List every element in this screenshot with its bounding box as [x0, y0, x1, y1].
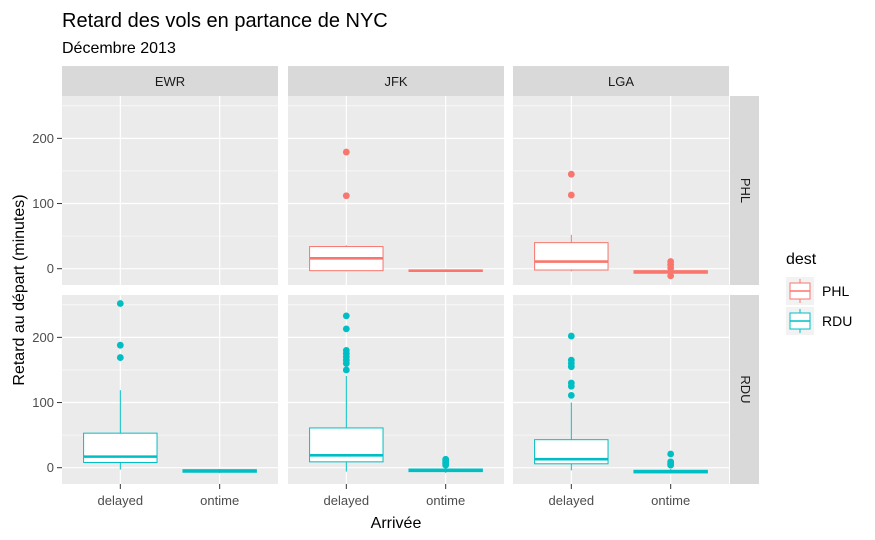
y-tick-label: 0	[47, 261, 54, 276]
legend-item: PHL	[786, 277, 849, 305]
x-tick-label: ontime	[426, 493, 465, 508]
box	[83, 432, 158, 463]
y-axis-title: Retard au départ (minutes)	[11, 194, 28, 385]
outlier-point	[667, 458, 675, 466]
outlier-point	[342, 312, 350, 320]
legend-item: RDU	[786, 307, 852, 335]
legend-title: dest	[786, 251, 817, 268]
y-tick-label: 100	[32, 395, 54, 410]
x-tick-label: ontime	[651, 493, 690, 508]
facet-strip-right	[730, 295, 759, 484]
facet-strip-top	[62, 66, 278, 96]
outlier-point	[116, 341, 124, 349]
boxplot	[534, 332, 609, 471]
x-tick-label: delayed	[324, 493, 370, 508]
outlier-point	[116, 300, 124, 307]
facet-strip-top	[513, 66, 729, 96]
boxplot	[408, 455, 483, 473]
facet-strip-label: JFK	[384, 74, 407, 89]
facet-strip-top	[288, 66, 504, 96]
x-tick-label: delayed	[549, 493, 595, 508]
x-tick-label: ontime	[200, 493, 239, 508]
outlier-point	[342, 192, 350, 200]
boxplot	[408, 269, 483, 272]
x-axis-title: Arrivée	[371, 515, 422, 532]
facet-panels: EWR JFK LGA PHL RDU 0 100 200 0 100 200 delayed onti…	[32, 66, 759, 508]
boxplot	[83, 300, 158, 470]
legend: dest PHL RDU	[786, 251, 852, 335]
chart-title: Retard des vols en partance de NYC	[62, 10, 388, 32]
chart-subtitle: Décembre 2013	[62, 40, 176, 57]
facet-strip-right	[730, 96, 759, 285]
outlier-point	[342, 148, 350, 156]
y-tick-label: 0	[47, 460, 54, 475]
facet-panel	[62, 96, 278, 285]
outlier-point	[567, 356, 575, 364]
legend-label: PHL	[822, 283, 849, 299]
outlier-point	[567, 170, 575, 178]
outlier-point	[567, 391, 575, 399]
outlier-point	[567, 332, 575, 340]
outlier-point	[342, 325, 350, 333]
boxplot	[309, 148, 384, 272]
outlier-point	[342, 346, 350, 354]
legend-label: RDU	[822, 313, 852, 329]
panel-background	[62, 96, 278, 285]
boxplot	[633, 258, 708, 280]
facet-strip-label: EWR	[155, 74, 185, 89]
outlier-point	[667, 258, 675, 265]
boxplot	[182, 469, 257, 473]
boxplot	[309, 312, 384, 472]
outlier-point	[667, 450, 675, 458]
facet-strip-label: RDU	[738, 375, 753, 403]
y-tick-label: 200	[32, 131, 54, 146]
outlier-point	[442, 455, 450, 463]
y-tick-label: 100	[32, 196, 54, 211]
outlier-point	[667, 272, 675, 280]
box	[534, 242, 609, 271]
outlier-point	[116, 354, 124, 361]
outlier-point	[567, 191, 575, 199]
box	[309, 427, 384, 463]
outlier-point	[567, 379, 575, 387]
outlier-point	[342, 366, 350, 374]
facet-strip-label: PHL	[738, 178, 753, 203]
y-tick-label: 200	[32, 330, 54, 345]
facet-strip-label: LGA	[608, 74, 634, 89]
boxplot	[633, 450, 708, 474]
x-tick-label: delayed	[98, 493, 144, 508]
boxplot	[534, 170, 609, 272]
